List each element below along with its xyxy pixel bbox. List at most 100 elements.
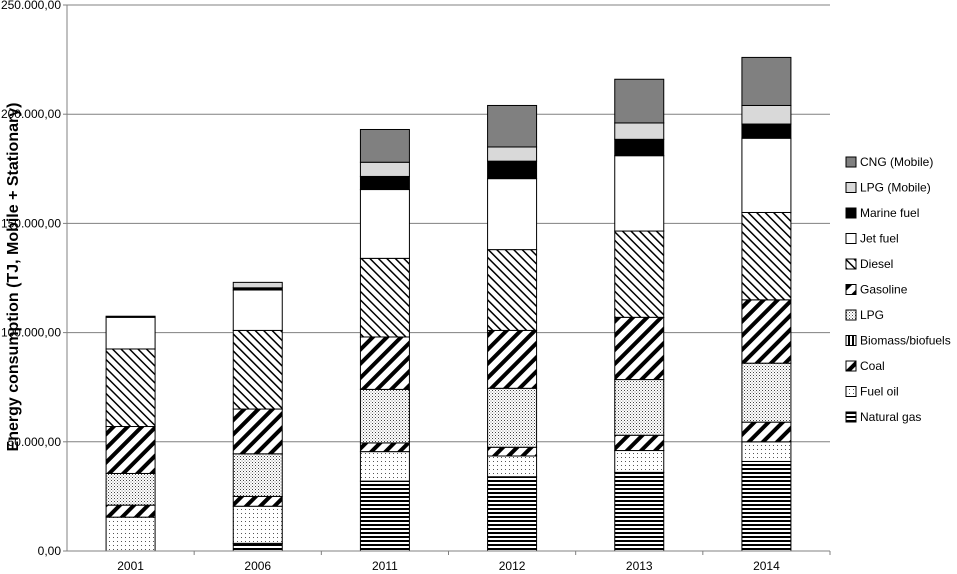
bar-segment-gasoline	[487, 329, 538, 389]
legend-label: Fuel oil	[860, 385, 899, 399]
bar-segment-coal	[741, 421, 792, 443]
bar-segment-natural-gas	[359, 480, 410, 552]
legend-item-fuel-oil: Fuel oil	[845, 385, 899, 399]
bar-segment-lpg	[741, 362, 792, 423]
bar-segment-lpg-mobile-	[741, 104, 792, 125]
bar-segment-marine-fuel	[487, 160, 538, 180]
bar-segment-natural-gas	[487, 476, 538, 552]
gridlines	[63, 4, 830, 552]
legend-swatch	[845, 156, 857, 168]
bar-segment-gasoline	[359, 336, 410, 390]
bar-segment-jet-fuel	[614, 155, 665, 232]
bar-segment-cng-mobile-	[359, 128, 410, 163]
bar-segment-jet-fuel	[232, 289, 283, 331]
legend-item-marine-fuel: Marine fuel	[845, 206, 919, 220]
bar-segment-fuel-oil	[487, 455, 538, 478]
legend-swatch	[845, 309, 857, 321]
bar-segment-lpg-mobile-	[487, 146, 538, 162]
bar-segment-jet-fuel	[487, 178, 538, 251]
y-tick-label: 200.000,00	[1, 107, 61, 121]
legend-label: LPG (Mobile)	[860, 181, 931, 195]
legend-label: LPG	[860, 308, 884, 322]
legend-swatch	[845, 233, 857, 244]
bar-segment-gasoline	[105, 426, 156, 474]
x-tick-label: 2001	[117, 559, 144, 573]
y-axis-ticks: 0,00 50.000,00 100.000,00 150.000,00 200.000…	[1, 0, 61, 558]
bar-segment-diesel	[232, 329, 283, 410]
x-tick-label: 2006	[244, 559, 271, 573]
legend-label: Jet fuel	[860, 232, 899, 246]
bar-stack-2006	[232, 281, 283, 552]
legend-swatch	[845, 411, 857, 423]
bar-segment-lpg-mobile-	[232, 281, 283, 289]
y-tick-label: 50.000,00	[8, 435, 62, 449]
legend-label: Gasoline	[860, 283, 908, 297]
legend-item-cng-mobile-: CNG (Mobile)	[845, 155, 933, 169]
legend-item-lpg: LPG	[845, 308, 884, 322]
bar-segment-cng-mobile-	[614, 78, 665, 124]
legend-label: Biomass/biofuels	[860, 334, 951, 348]
bar-stack-2014	[741, 56, 792, 552]
bar-segment-jet-fuel	[741, 137, 792, 213]
legend-swatch	[845, 258, 857, 270]
legend-label: Marine fuel	[860, 206, 919, 220]
bar-segment-fuel-oil	[614, 450, 665, 473]
bar-segment-coal	[359, 442, 410, 453]
legend-label: Natural gas	[860, 410, 921, 424]
bar-segment-lpg	[359, 388, 410, 444]
x-tick-label: 2014	[753, 559, 780, 573]
legend-item-lpg-mobile-: LPG (Mobile)	[845, 181, 931, 195]
bar-segment-gasoline	[614, 316, 665, 381]
bar-segment-lpg	[487, 387, 538, 448]
bar-segment-natural-gas	[614, 471, 665, 552]
y-tick-label: 100.000,00	[1, 326, 61, 340]
bar-segment-marine-fuel	[614, 138, 665, 157]
bar-segment-diesel	[614, 230, 665, 318]
bar-stack-2012	[487, 104, 538, 552]
legend-swatch	[845, 284, 857, 295]
legend-swatch	[845, 207, 857, 219]
bar-stack-2001	[105, 315, 156, 552]
bar-segment-lpg-mobile-	[614, 122, 665, 140]
legend-label: CNG (Mobile)	[860, 155, 933, 169]
bar-segment-natural-gas	[232, 542, 283, 552]
bar-segment-diesel	[487, 249, 538, 331]
bar-segment-coal	[487, 446, 538, 457]
bar-segment-natural-gas	[741, 460, 792, 552]
y-tick-label: 150.000,00	[1, 216, 61, 230]
bar-segment-diesel	[741, 211, 792, 301]
bar-segment-fuel-oil	[105, 516, 156, 552]
legend-label: Diesel	[860, 257, 893, 271]
x-tick-label: 2012	[499, 559, 526, 573]
bar-stack-2013	[614, 78, 665, 552]
bar-segment-lpg-mobile-	[359, 161, 410, 177]
bar-segment-fuel-oil	[232, 505, 283, 544]
bar-segment-diesel	[359, 257, 410, 338]
bar-segment-coal	[105, 504, 156, 518]
legend-swatch	[845, 335, 857, 346]
bar-stack-2011	[359, 128, 410, 552]
legend-item-jet-fuel: Jet fuel	[845, 232, 899, 246]
y-tick-label: 250.000,00	[1, 0, 61, 12]
x-tick-label: 2013	[626, 559, 653, 573]
bar-segment-fuel-oil	[359, 451, 410, 482]
bar-segment-coal	[232, 495, 283, 507]
x-axis-ticks: 2001 2006 2011 2012 2013 2014	[117, 551, 831, 573]
legend-swatch	[845, 360, 857, 372]
bar-segment-lpg	[232, 453, 283, 497]
bar-segment-lpg	[105, 472, 156, 506]
bar-segment-marine-fuel	[359, 175, 410, 191]
bar-segment-jet-fuel	[359, 189, 410, 259]
bar-segment-jet-fuel	[105, 316, 156, 350]
bar-segment-coal	[614, 434, 665, 452]
bar-segment-gasoline	[741, 299, 792, 364]
y-tick-label: 0,00	[38, 544, 62, 558]
bar-segment-gasoline	[232, 408, 283, 455]
legend-label: Coal	[860, 359, 885, 373]
legend-swatch	[845, 386, 857, 397]
y-axis-label: Energy consumption (TJ, Mobile + Station…	[5, 103, 22, 452]
bar-segment-cng-mobile-	[487, 104, 538, 148]
legend: CNG (Mobile) LPG (Mobile) Marine fuel Jet f…	[845, 155, 951, 424]
legend-item-coal: Coal	[845, 359, 885, 373]
